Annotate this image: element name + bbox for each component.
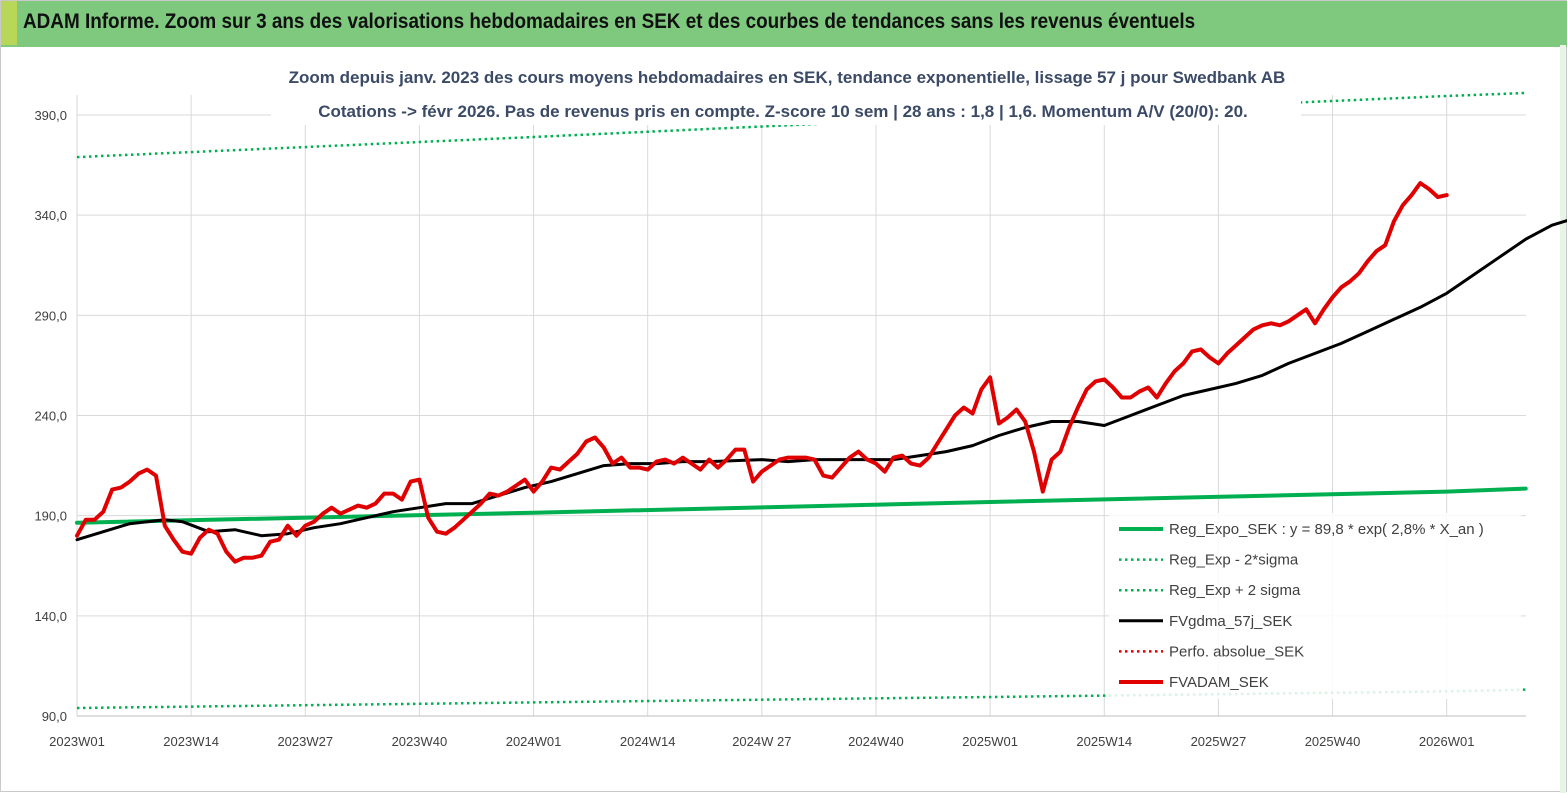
- x-tick-label: 2025W14: [1076, 734, 1132, 749]
- x-tick-label: 2025W01: [962, 734, 1018, 749]
- legend-label: Perfo. absolue_SEK: [1169, 643, 1304, 660]
- x-tick-label: 2024W40: [848, 734, 904, 749]
- series-line-1: [76, 688, 1526, 710]
- x-tick-label: 2024W14: [620, 734, 676, 749]
- x-tick-label: 2024W 27: [732, 734, 791, 749]
- x-tick-label: 2023W40: [392, 734, 448, 749]
- x-tick-label: 2023W27: [277, 734, 333, 749]
- y-tick-label: 140,0: [34, 609, 67, 624]
- legend-label: Reg_Exp + 2 sigma: [1169, 582, 1301, 599]
- x-axis-ticks: 2023W01 2023W14 2023W27 2023W40 2024W01 2024W…: [49, 734, 1474, 749]
- legend-label: Reg_Expo_SEK : y = 89,8 * exp( 2,8% * X_…: [1169, 521, 1484, 538]
- y-tick-label: 340,0: [34, 208, 67, 223]
- legend-background: [1109, 513, 1521, 699]
- x-tick-label: 2024W01: [506, 734, 562, 749]
- subtitle-background: [271, 63, 1301, 125]
- chart-subtitle-line1: Zoom depuis janv. 2023 des cours moyens …: [289, 68, 1286, 87]
- x-tick-label: 2026W01: [1419, 734, 1475, 749]
- x-tick-label: 2025W27: [1191, 734, 1247, 749]
- legend-label: FVADAM_SEK: [1169, 674, 1269, 691]
- series-line-5: [75, 181, 1449, 564]
- y-tick-label: 290,0: [34, 308, 67, 323]
- header-banner: ADAM Informe. Zoom sur 3 ans des valoris…: [1, 1, 1567, 47]
- x-tick-label: 2023W14: [163, 734, 219, 749]
- legend-label: Reg_Exp - 2*sigma: [1169, 552, 1299, 569]
- y-tick-label: 390,0: [34, 108, 67, 123]
- banner-accent: [1, 1, 17, 45]
- series-line-3: [75, 219, 1567, 542]
- x-tick-label: 2023W01: [49, 734, 105, 749]
- y-axis-ticks: 90,0 140,0 190,0 240,0 290,0 340,0 390,0: [34, 108, 67, 724]
- page-title: ADAM Informe. Zoom sur 3 ans des valoris…: [23, 10, 1196, 33]
- series-line-0: [75, 486, 1528, 525]
- x-tick-label: 2025W40: [1305, 734, 1361, 749]
- y-tick-label: 240,0: [34, 409, 67, 424]
- right-edge-band: [1560, 45, 1566, 793]
- legend-label: FVgdma_57j_SEK: [1169, 613, 1292, 630]
- chart-subtitle-line2: Cotations -> févr 2026. Pas de revenus p…: [318, 102, 1248, 121]
- y-tick-label: 90,0: [42, 709, 67, 724]
- y-tick-label: 190,0: [34, 509, 67, 524]
- chart-legend: Reg_Expo_SEK : y = 89,8 * exp( 2,8% * X_…: [1109, 513, 1521, 699]
